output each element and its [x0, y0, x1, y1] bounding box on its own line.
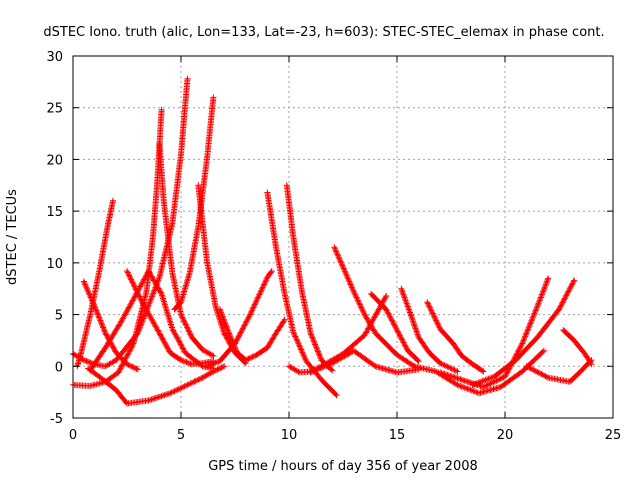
- data-point-markers: [203, 268, 275, 370]
- x-axis-label: GPS time / hours of day 356 of year 2008: [208, 459, 478, 474]
- data-arc: [156, 140, 217, 359]
- data-point-markers: [124, 268, 217, 368]
- data-point-markers: [411, 347, 547, 397]
- y-axis-label: dSTEC / TECUs: [5, 189, 20, 285]
- data-arc: [398, 285, 461, 375]
- y-tick-label: 15: [46, 205, 63, 220]
- data-arc: [85, 363, 228, 407]
- data-point-markers: [424, 299, 487, 375]
- data-point-markers: [87, 268, 217, 374]
- chart-title: dSTEC Iono. truth (alic, Lon=133, Lat=-2…: [43, 25, 604, 40]
- data-point-markers: [560, 327, 595, 368]
- data-arc: [469, 277, 578, 388]
- plot-frame: [72, 55, 614, 419]
- y-tick-label: 10: [46, 257, 63, 272]
- data-arc: [307, 347, 422, 376]
- data-arc: [264, 189, 340, 399]
- x-tick-label: 0: [69, 428, 77, 443]
- x-tick-label: 10: [281, 428, 298, 443]
- data-point-markers: [469, 277, 578, 388]
- y-tick-label: 30: [46, 50, 63, 65]
- x-tick-label: 25: [605, 428, 622, 443]
- data-series: [70, 75, 595, 407]
- data-arc: [560, 327, 595, 368]
- y-tick-label: 20: [46, 153, 63, 168]
- data-arc: [424, 299, 487, 375]
- data-point-markers: [216, 306, 288, 364]
- data-arc: [124, 268, 217, 368]
- data-point-markers: [80, 278, 141, 373]
- x-axis-ticks: 0 5 10 15 20 25: [69, 56, 621, 443]
- x-tick-label: 5: [177, 428, 185, 443]
- data-point-markers: [283, 182, 336, 374]
- data-point-markers: [85, 363, 228, 407]
- data-arc: [331, 244, 418, 370]
- y-tick-label: -5: [50, 412, 63, 427]
- data-point-markers: [368, 290, 422, 365]
- data-point-markers: [523, 357, 595, 385]
- data-arc: [171, 94, 217, 313]
- data-point-markers: [264, 189, 340, 399]
- x-tick-label: 20: [497, 428, 514, 443]
- data-arc: [216, 306, 288, 364]
- data-arc: [411, 347, 547, 397]
- data-arc: [80, 278, 141, 373]
- x-tick-label: 15: [389, 428, 406, 443]
- data-arc: [523, 357, 595, 385]
- y-axis-ticks: -5 0 5 10 15 20 25 30: [46, 50, 613, 427]
- data-point-markers: [398, 285, 461, 375]
- data-point-markers: [307, 347, 422, 376]
- y-tick-label: 0: [55, 360, 63, 375]
- data-point-markers: [171, 94, 217, 313]
- data-arc: [87, 268, 217, 374]
- data-point-markers: [156, 140, 217, 359]
- data-point-markers: [331, 244, 418, 370]
- data-arc: [283, 182, 336, 374]
- y-tick-label: 25: [46, 102, 63, 117]
- data-arc: [203, 268, 275, 370]
- data-arc: [368, 290, 422, 365]
- y-tick-label: 5: [55, 309, 63, 324]
